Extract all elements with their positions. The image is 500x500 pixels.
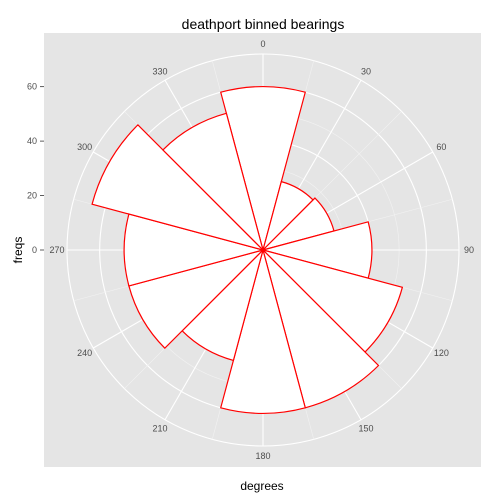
angle-tick-label: 90 <box>464 245 474 255</box>
y-axis-title: freqs <box>11 237 25 264</box>
angle-tick-label: 270 <box>49 245 64 255</box>
radial-tick-label: 60 <box>27 82 37 92</box>
radial-tick-labels: 0 20 40 60 <box>27 82 44 255</box>
angle-tick-label: 210 <box>152 423 167 433</box>
x-axis-title: degrees <box>240 479 283 493</box>
angle-tick-label: 120 <box>434 348 449 358</box>
angle-tick-labels: 0 30 60 90 120 150 180 210 240 270 300 330 <box>49 39 474 461</box>
radial-tick-label: 0 <box>32 245 37 255</box>
angle-tick-label: 330 <box>152 67 167 77</box>
radial-tick-label: 20 <box>27 191 37 201</box>
bars <box>91 86 404 414</box>
angle-tick-label: 150 <box>358 423 373 433</box>
angle-tick-label: 60 <box>436 142 446 152</box>
angle-tick-label: 180 <box>255 451 270 461</box>
angle-tick-label: 0 <box>260 39 265 49</box>
chart-title: deathport binned bearings <box>182 16 345 32</box>
bar-330 <box>162 112 265 253</box>
radial-tick-label: 40 <box>27 136 37 146</box>
bar-150 <box>261 247 380 409</box>
bar-300 <box>91 124 266 252</box>
bar-180 <box>219 247 307 414</box>
angle-tick-label: 240 <box>77 348 92 358</box>
angle-tick-label: 30 <box>361 67 371 77</box>
bar-0 <box>219 86 307 253</box>
angle-tick-label: 300 <box>77 142 92 152</box>
